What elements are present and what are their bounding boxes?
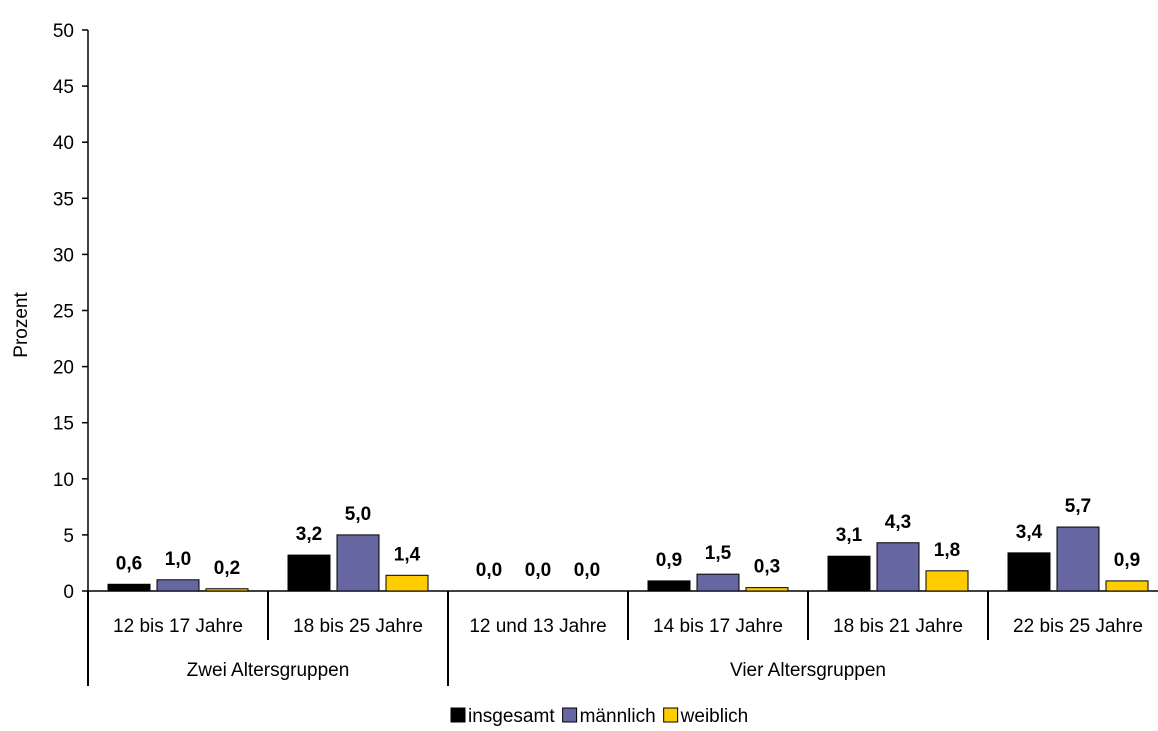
bar-weiblich	[925, 570, 969, 592]
legend-label: insgesamt	[468, 706, 555, 727]
data-label: 0,9	[1114, 550, 1140, 571]
bar-insgesamt	[1007, 552, 1051, 592]
y-tick-label: 20	[53, 358, 74, 379]
y-tick-label: 45	[53, 77, 74, 98]
y-tick-label: 35	[53, 189, 74, 210]
category-label: 22 bis 25 Jahre	[1013, 616, 1143, 637]
y-tick-label: 10	[53, 470, 74, 491]
data-label: 1,8	[934, 540, 960, 561]
data-label: 3,2	[296, 524, 322, 545]
data-label: 5,7	[1065, 496, 1091, 517]
data-label: 1,5	[705, 543, 732, 564]
y-tick-label: 25	[53, 302, 74, 323]
legend-label: männlich	[580, 706, 656, 727]
data-label: 1,4	[394, 544, 421, 565]
group-label: Zwei Altersgruppen	[187, 660, 350, 681]
bar-insgesamt	[647, 580, 691, 592]
legend-swatch	[663, 707, 679, 723]
data-label: 1,0	[165, 549, 191, 570]
data-label: 0,0	[525, 560, 551, 581]
bar-männlich	[1056, 526, 1100, 592]
bar-männlich	[336, 534, 380, 592]
bar-weiblich	[745, 587, 789, 592]
data-label: 0,2	[214, 558, 240, 579]
category-label: 12 bis 17 Jahre	[113, 616, 243, 637]
y-tick-label: 0	[63, 582, 74, 603]
legend-swatch	[450, 707, 466, 723]
data-label: 0,6	[116, 553, 142, 574]
y-tick-label: 50	[53, 21, 74, 42]
data-label: 3,1	[836, 525, 863, 546]
category-label: 14 bis 17 Jahre	[653, 616, 783, 637]
bar-insgesamt	[107, 583, 151, 592]
y-axis-title: Prozent	[11, 292, 32, 358]
bar-weiblich	[1105, 580, 1149, 592]
data-label: 5,0	[345, 504, 371, 525]
data-label: 0,0	[574, 560, 600, 581]
bar-weiblich	[205, 588, 249, 592]
legend-label: weiblich	[680, 706, 749, 727]
data-label: 3,4	[1016, 522, 1043, 543]
data-label: 0,9	[656, 550, 682, 571]
y-tick-label: 5	[63, 526, 74, 547]
legend-swatch	[562, 707, 578, 723]
group-label: Vier Altersgruppen	[730, 660, 886, 681]
y-tick-label: 15	[53, 414, 74, 435]
y-tick-label: 30	[53, 245, 74, 266]
y-tick-label: 40	[53, 133, 74, 154]
bar-weiblich	[385, 574, 429, 592]
bar-männlich	[876, 542, 920, 592]
bar-insgesamt	[287, 554, 331, 592]
bar-insgesamt	[827, 555, 871, 592]
bar-männlich	[156, 579, 200, 592]
category-label: 12 und 13 Jahre	[469, 616, 606, 637]
data-label: 0,3	[754, 557, 780, 578]
category-label: 18 bis 21 Jahre	[833, 616, 963, 637]
category-label: 18 bis 25 Jahre	[293, 616, 423, 637]
data-label: 0,0	[476, 560, 502, 581]
bar-männlich	[696, 573, 740, 592]
data-label: 4,3	[885, 512, 911, 533]
